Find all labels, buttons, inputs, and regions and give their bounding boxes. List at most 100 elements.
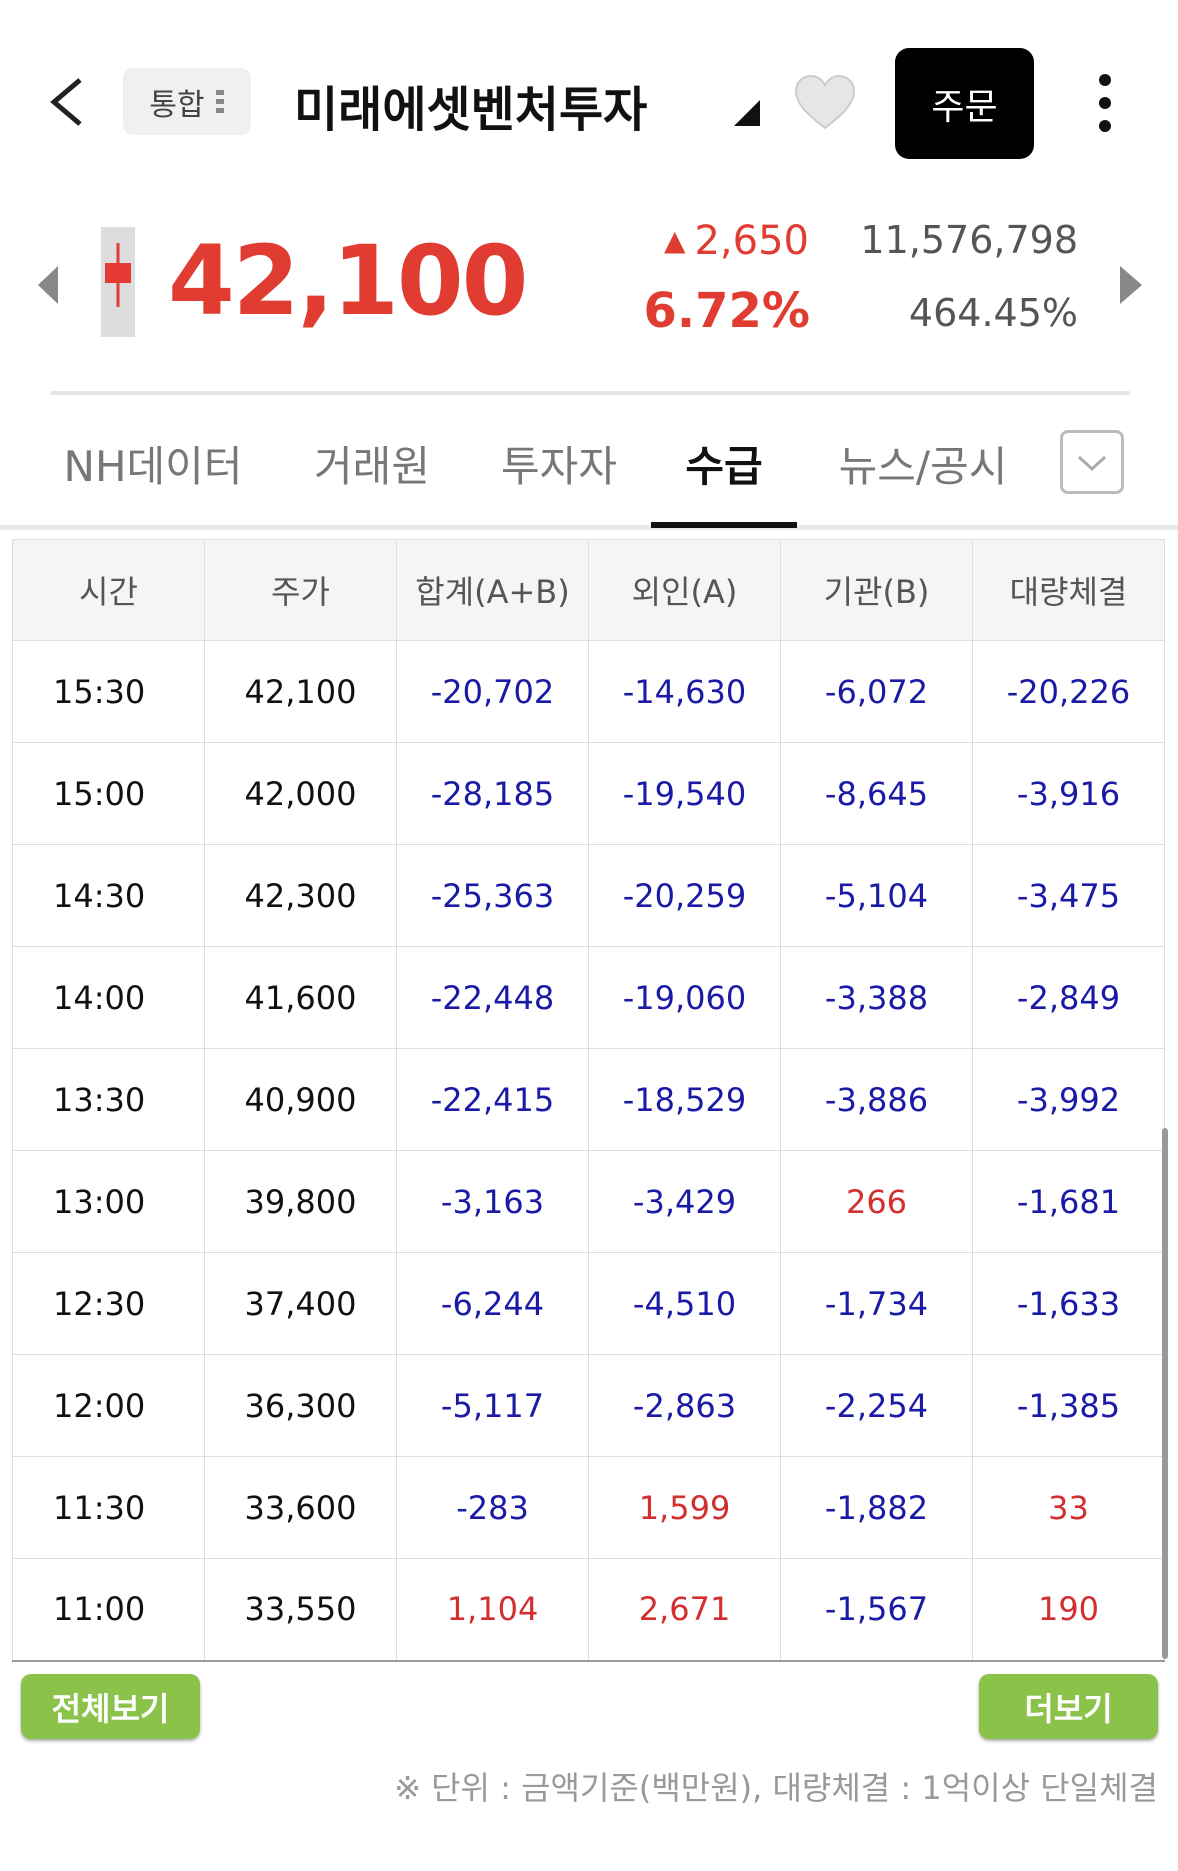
- change-rate: 6.72%: [643, 283, 810, 339]
- table-cell: 14:30: [12, 844, 205, 947]
- table-cell: -3,475: [972, 844, 1165, 947]
- table-cell: 33,600: [204, 1456, 397, 1559]
- table-cell: -20,259: [588, 844, 781, 947]
- table-cell: 33: [972, 1456, 1165, 1559]
- more-menu[interactable]: [1097, 72, 1113, 134]
- table-cell: -3,916: [972, 742, 1165, 845]
- column-header: 시간: [12, 539, 205, 641]
- dropdown-triangle[interactable]: [734, 100, 760, 126]
- market-selector[interactable]: 통합: [123, 68, 251, 135]
- table-row: 12:30 37,400 -6,244 -4,510 -1,734 -1,633: [12, 1252, 1165, 1355]
- menu-icon: [215, 89, 224, 113]
- table-cell: 13:00: [12, 1150, 205, 1253]
- column-header: 외인(A): [588, 539, 781, 641]
- table-row: 14:00 41,600 -22,448 -19,060 -3,388 -2,849: [12, 946, 1165, 1049]
- order-button[interactable]: 주문: [895, 48, 1034, 159]
- tab-underline: [651, 522, 797, 528]
- table-cell: -4,510: [588, 1252, 781, 1355]
- back-button[interactable]: [44, 76, 88, 128]
- table-cell: -5,117: [396, 1354, 589, 1457]
- table-cell: 2,671: [588, 1558, 781, 1662]
- favorite-heart[interactable]: [794, 74, 856, 130]
- volume-rate: 464.45%: [908, 291, 1078, 335]
- more-button[interactable]: 더보기: [979, 1674, 1158, 1739]
- table-cell: -19,540: [588, 742, 781, 845]
- table-row: 12:00 36,300 -5,117 -2,863 -2,254 -1,385: [12, 1354, 1165, 1457]
- table-cell: -22,415: [396, 1048, 589, 1151]
- table-cell: 37,400: [204, 1252, 397, 1355]
- table-cell: -18,529: [588, 1048, 781, 1151]
- table-cell: -3,388: [780, 946, 973, 1049]
- next-stock[interactable]: [1120, 266, 1142, 304]
- table-cell: -8,645: [780, 742, 973, 845]
- table-cell: -3,992: [972, 1048, 1165, 1151]
- candle-icon: [101, 227, 135, 337]
- table-cell: -25,363: [396, 844, 589, 947]
- prev-stock[interactable]: [38, 266, 60, 304]
- table-cell: 266: [780, 1150, 973, 1253]
- table-cell: -1,734: [780, 1252, 973, 1355]
- table-cell: -1,681: [972, 1150, 1165, 1253]
- flow-table: 시간 주가 합계(A+B) 외인(A) 기관(B) 대량체결 15:30 42,100 -20,…: [12, 539, 1165, 1662]
- table-cell: -2,254: [780, 1354, 973, 1457]
- tab-divider: [0, 525, 1178, 530]
- table-cell: 33,550: [204, 1558, 397, 1662]
- table-cell: -6,072: [780, 640, 973, 743]
- table-row: 13:00 39,800 -3,163 -3,429 266 -1,681: [12, 1150, 1165, 1253]
- table-cell: 1,104: [396, 1558, 589, 1662]
- table-cell: 12:30: [12, 1252, 205, 1355]
- header-row: 시간 주가 합계(A+B) 외인(A) 기관(B) 대량체결: [12, 539, 1165, 641]
- tab[interactable]: 투자자: [501, 442, 617, 491]
- divider: [51, 391, 1130, 395]
- table-row: 11:30 33,600 -283 1,599 -1,882 33: [12, 1456, 1165, 1559]
- table-row: 15:00 42,000 -28,185 -19,540 -8,645 -3,916: [12, 742, 1165, 845]
- table-cell: -20,226: [972, 640, 1165, 743]
- column-header: 주가: [204, 539, 397, 641]
- table-cell: -3,886: [780, 1048, 973, 1151]
- table-cell: -2,849: [972, 946, 1165, 1049]
- table-cell: 42,100: [204, 640, 397, 743]
- view-all-button[interactable]: 전체보기: [21, 1674, 200, 1739]
- up-arrow: ▲: [664, 224, 695, 257]
- table-cell: 190: [972, 1558, 1165, 1662]
- chevron: [1077, 455, 1107, 472]
- table-cell: 39,800: [204, 1150, 397, 1253]
- table-cell: 13:30: [12, 1048, 205, 1151]
- table-cell: 41,600: [204, 946, 397, 1049]
- table-cell: -283: [396, 1456, 589, 1559]
- table-cell: 42,000: [204, 742, 397, 845]
- table-cell: -2,863: [588, 1354, 781, 1457]
- table-cell: -14,630: [588, 640, 781, 743]
- tab[interactable]: 수급: [685, 442, 763, 491]
- table-body: 15:30 42,100 -20,702 -14,630 -6,072 -20,226 15…: [12, 640, 1165, 1662]
- table-row: 14:30 42,300 -25,363 -20,259 -5,104 -3,475: [12, 844, 1165, 947]
- tab[interactable]: NH데이터: [63, 442, 243, 491]
- column-header: 대량체결: [972, 539, 1165, 641]
- table-cell: 40,900: [204, 1048, 397, 1151]
- order-label: 주문: [931, 86, 998, 128]
- change-value: 2,650: [694, 218, 809, 264]
- market-label: 통합: [149, 87, 205, 123]
- table-cell: -1,633: [972, 1252, 1165, 1355]
- view-all-label: 전체보기: [51, 1689, 170, 1728]
- table-cell: -28,185: [396, 742, 589, 845]
- volume: 11,576,798: [860, 218, 1078, 262]
- column-header: 합계(A+B): [396, 539, 589, 641]
- tab-expand[interactable]: [1060, 430, 1124, 494]
- table-cell: -1,385: [972, 1354, 1165, 1457]
- table-cell: -1,567: [780, 1558, 973, 1662]
- table-cell: -5,104: [780, 844, 973, 947]
- tab[interactable]: 뉴스/공시: [838, 442, 1008, 491]
- table-row: 13:30 40,900 -22,415 -18,529 -3,886 -3,992: [12, 1048, 1165, 1151]
- table-cell: -20,702: [396, 640, 589, 743]
- scrollbar: [1162, 1128, 1168, 1659]
- table-row: 11:00 33,550 1,104 2,671 -1,567 190: [12, 1558, 1165, 1662]
- stock-name[interactable]: 미래에셋벤처투자: [294, 82, 648, 138]
- table-cell: 36,300: [204, 1354, 397, 1457]
- table-cell: 14:00: [12, 946, 205, 1049]
- table-cell: 1,599: [588, 1456, 781, 1559]
- table-cell: 12:00: [12, 1354, 205, 1457]
- table-cell: -3,163: [396, 1150, 589, 1253]
- tab[interactable]: 거래원: [314, 442, 430, 491]
